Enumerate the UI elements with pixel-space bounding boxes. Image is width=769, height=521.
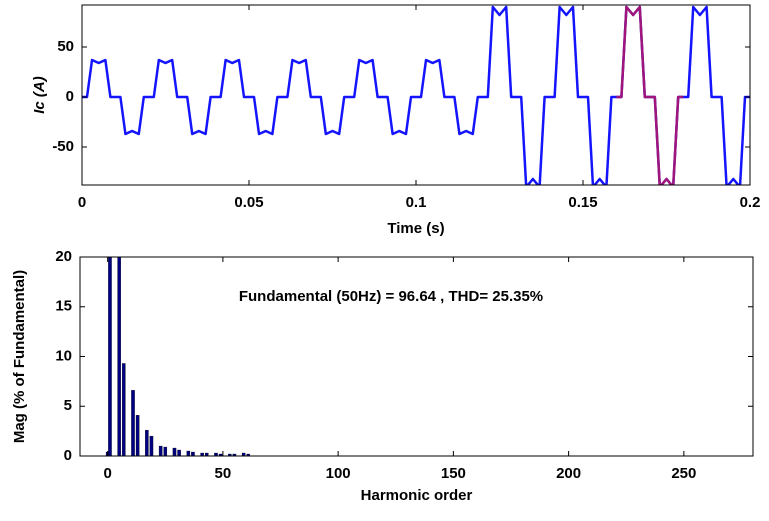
- x-tick-label: 50: [215, 465, 232, 482]
- bar: [228, 453, 232, 456]
- bar: [131, 390, 135, 456]
- bar: [122, 363, 126, 456]
- x-tick-label: 250: [671, 465, 696, 482]
- y-tick-label: 20: [55, 248, 72, 265]
- y-tick-label: -50: [52, 138, 74, 155]
- bar: [145, 429, 149, 456]
- bar: [177, 449, 181, 456]
- x-tick-label: 200: [556, 465, 581, 482]
- y-tick-label: 15: [55, 298, 72, 315]
- bar: [246, 453, 250, 456]
- bar: [214, 452, 218, 456]
- y-tick-label: 0: [64, 447, 72, 464]
- plot-area: [105, 257, 250, 456]
- x-tick-label: 0.15: [568, 194, 597, 211]
- y-tick-label: 10: [55, 347, 72, 364]
- y-axis-label: Ic (A): [31, 76, 48, 114]
- bar: [108, 257, 112, 456]
- x-axis-label: Harmonic order: [361, 487, 473, 504]
- bar: [186, 450, 191, 456]
- bar: [135, 415, 140, 456]
- bar: [158, 445, 163, 456]
- annotation: Fundamental (50Hz) = 96.64 , THD= 25.35%: [239, 288, 543, 305]
- x-tick-label: 0.2: [740, 194, 761, 211]
- bar: [149, 435, 154, 456]
- x-tick-label: 0.05: [234, 194, 263, 211]
- bar: [218, 453, 223, 456]
- bar: [205, 452, 209, 456]
- x-tick-label: 100: [326, 465, 351, 482]
- x-axis-label: Time (s): [387, 220, 444, 237]
- bar: [232, 453, 237, 456]
- y-tick-label: 50: [57, 38, 74, 55]
- bar: [163, 446, 168, 456]
- plot-area: [82, 5, 750, 185]
- y-tick-label: 5: [64, 397, 72, 414]
- bar: [191, 451, 195, 456]
- x-tick-label: 0: [103, 465, 111, 482]
- x-tick-label: 0: [78, 194, 86, 211]
- axes-box: [79, 256, 754, 457]
- y-axis-label: Mag (% of Fundamental): [11, 270, 28, 443]
- y-tick-label: 0: [66, 88, 74, 105]
- x-tick-label: 150: [441, 465, 466, 482]
- bar: [117, 257, 121, 456]
- bar: [172, 447, 177, 456]
- axes-box: [81, 4, 751, 186]
- bar: [241, 452, 246, 456]
- x-tick-label: 0.1: [406, 194, 427, 211]
- line-series: [616, 5, 684, 185]
- bar: [200, 452, 204, 456]
